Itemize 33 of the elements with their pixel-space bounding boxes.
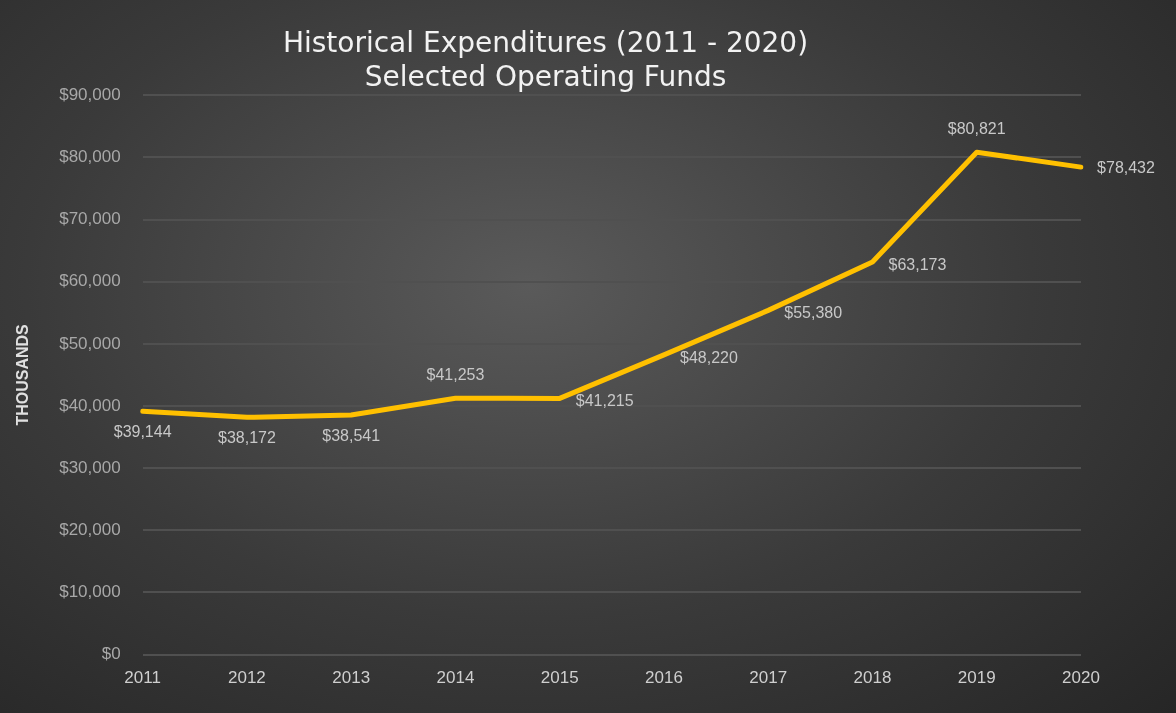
data-label: $63,173 xyxy=(888,255,947,273)
x-tick-label: 2017 xyxy=(749,668,788,688)
data-label: $38,541 xyxy=(322,427,381,445)
text: Selected Operating Funds xyxy=(364,59,727,93)
data-label: $41,215 xyxy=(575,392,634,410)
data-label: $39,144 xyxy=(113,423,172,441)
data-label: $38,172 xyxy=(217,429,276,447)
y-tick-label: $80,000 xyxy=(59,147,121,167)
y-axis-title: THOUSANDS xyxy=(14,323,32,426)
text: Historical Expenditures (2011 - 2020) xyxy=(282,26,809,60)
y-tick-label: $10,000 xyxy=(59,582,121,602)
y-tick-label: $0 xyxy=(101,644,121,664)
data-label: $78,432 xyxy=(1097,159,1156,177)
x-tick-label: 2016 xyxy=(645,668,683,688)
x-tick-label: 2014 xyxy=(436,668,475,688)
x-tick-label: 2013 xyxy=(332,668,371,688)
data-label: $48,220 xyxy=(680,348,738,366)
y-tick-label: $70,000 xyxy=(59,209,121,229)
y-tick-label: $50,000 xyxy=(59,333,121,353)
data-label: $55,380 xyxy=(784,304,843,322)
x-tick-label: 2011 xyxy=(124,668,161,688)
data-label: $41,253 xyxy=(426,366,485,384)
x-tick-label: 2020 xyxy=(1062,668,1100,688)
x-tick-label: 2019 xyxy=(957,668,996,688)
y-tick-label: $90,000 xyxy=(59,84,121,104)
y-tick-label: $30,000 xyxy=(59,457,121,477)
x-tick-label: 2015 xyxy=(540,668,579,688)
y-tick-label: $60,000 xyxy=(59,271,121,291)
y-tick-label: $20,000 xyxy=(59,519,121,539)
y-tick-label: $40,000 xyxy=(59,395,121,415)
x-tick-label: 2012 xyxy=(228,668,266,688)
x-tick-label: 2018 xyxy=(853,668,892,688)
data-label: $80,821 xyxy=(947,120,1006,138)
